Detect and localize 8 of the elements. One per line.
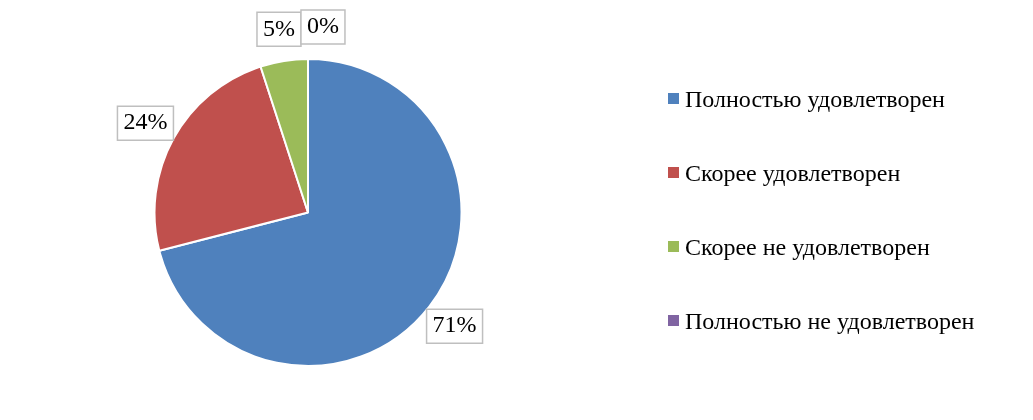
legend-label: Скорее не удовлетворен (685, 233, 930, 262)
legend-label: Полностью удовлетворен (685, 85, 945, 114)
legend-label: Скорее удовлетворен (685, 159, 901, 188)
legend-label: Полностью не удовлетворен (685, 307, 975, 336)
data-label: 24% (123, 108, 168, 135)
data-label: 71% (432, 311, 477, 338)
text: 0% (306, 12, 339, 39)
data-label: 5% (262, 14, 295, 41)
